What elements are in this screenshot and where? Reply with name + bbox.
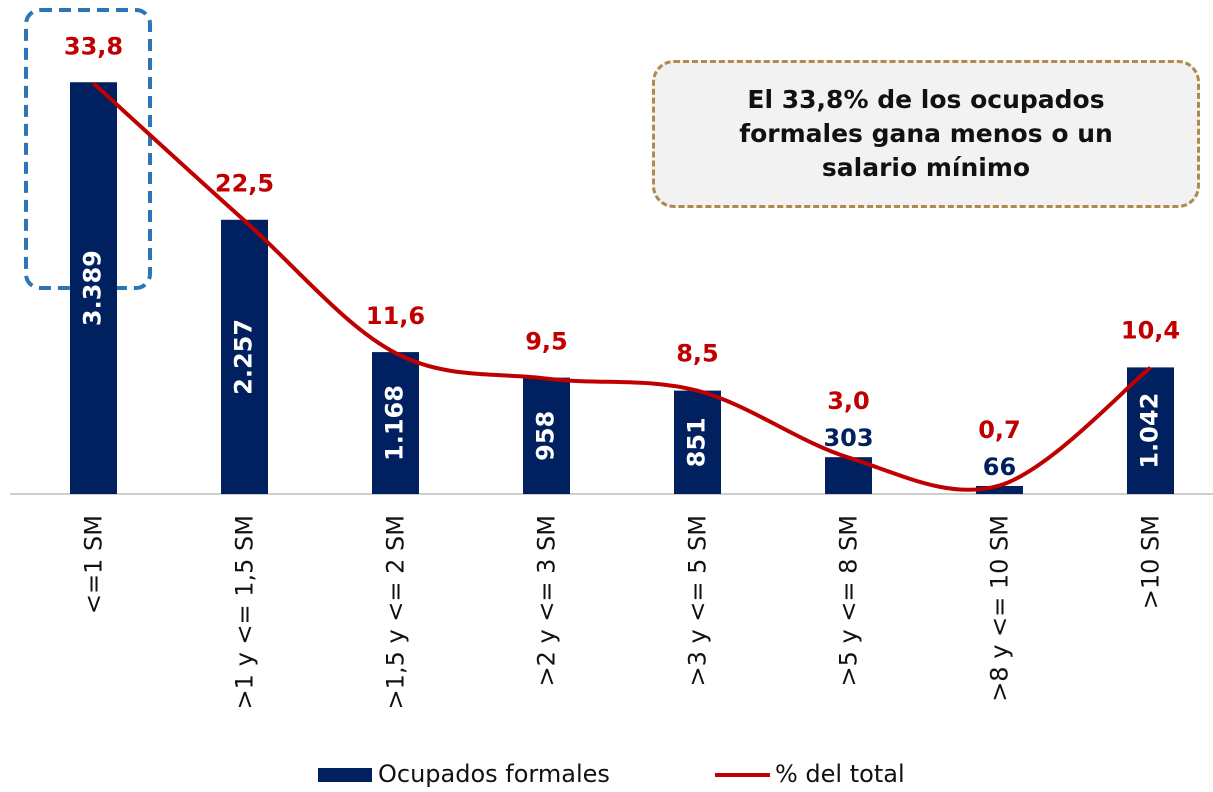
- x-tick-label: <=1 SM: [80, 515, 108, 614]
- bar-value-label: 958: [532, 411, 560, 461]
- bar-value-label: 1.042: [1136, 393, 1164, 469]
- legend-label: Ocupados formales: [378, 760, 610, 788]
- bar: [976, 485, 1023, 494]
- x-tick-label: >5 y <= 8 SM: [835, 515, 863, 687]
- bar-value-label: 2.257: [230, 319, 258, 395]
- line-value-label: 3,0: [827, 387, 870, 415]
- bar: [674, 390, 721, 494]
- bar: [372, 352, 419, 494]
- line-value-label: 22,5: [215, 170, 274, 198]
- x-tick-label: >1,5 y <= 2 SM: [382, 515, 410, 709]
- bar-value-label: 851: [683, 417, 711, 467]
- legend-label: % del total: [775, 760, 905, 788]
- annotation: El 33,8% de los ocupados formales gana m…: [652, 60, 1200, 208]
- legend-swatch: [318, 768, 372, 782]
- x-tick-label: >1 y <= 1,5 SM: [231, 515, 259, 709]
- bar-value-label: 303: [823, 424, 873, 452]
- bar: [70, 82, 117, 494]
- x-tick-label: >2 y <= 3 SM: [533, 515, 561, 687]
- x-tick-label: >3 y <= 5 SM: [684, 515, 712, 687]
- line-value-label: 33,8: [64, 32, 123, 60]
- line: [92, 81, 1152, 492]
- line-value-label: 0,7: [978, 416, 1021, 444]
- line-value-label: 10,4: [1121, 317, 1180, 345]
- line-value-label: 8,5: [676, 340, 719, 368]
- bar: [1127, 367, 1174, 494]
- x-tick-label: >10 SM: [1137, 515, 1165, 609]
- bar-value-label: 3.389: [79, 250, 107, 326]
- bar: [221, 219, 268, 494]
- bar-value-label: 1.168: [381, 385, 409, 461]
- line-value-label: 11,6: [366, 302, 425, 330]
- line-value-label: 9,5: [525, 328, 568, 356]
- bar: [523, 377, 570, 494]
- x-tick-label: >8 y <= 10 SM: [986, 515, 1014, 702]
- bar-value-label: 66: [983, 453, 1016, 481]
